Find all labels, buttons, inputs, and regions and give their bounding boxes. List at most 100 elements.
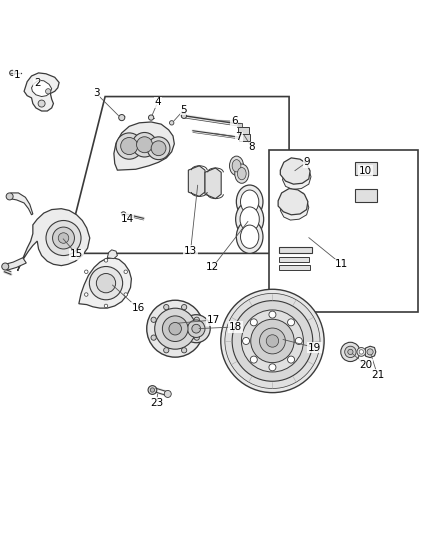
Circle shape [46,88,51,94]
Polygon shape [364,346,376,358]
Circle shape [162,316,188,342]
Text: 19: 19 [308,343,321,352]
Circle shape [357,348,366,356]
Circle shape [241,310,304,372]
Circle shape [148,386,157,394]
Text: 21: 21 [371,370,384,380]
Circle shape [269,364,276,371]
Ellipse shape [237,167,246,180]
Circle shape [124,270,127,273]
Circle shape [170,120,174,125]
Polygon shape [24,73,59,111]
Circle shape [359,350,364,354]
Ellipse shape [240,190,259,213]
Circle shape [232,301,313,381]
Polygon shape [188,166,205,197]
Text: 12: 12 [206,262,219,272]
Circle shape [181,113,187,118]
Circle shape [259,328,285,354]
Text: 14: 14 [120,214,134,224]
Circle shape [85,270,88,273]
Circle shape [121,212,126,216]
Text: 6: 6 [231,116,238,126]
Circle shape [181,304,187,310]
Circle shape [104,259,108,262]
Bar [355,162,377,174]
Text: 17: 17 [207,315,220,325]
Bar [279,257,309,262]
Polygon shape [4,258,26,270]
Circle shape [104,304,108,308]
Circle shape [58,233,69,243]
Circle shape [187,320,205,337]
Circle shape [251,319,294,362]
Text: 20: 20 [359,360,372,370]
Circle shape [46,221,81,255]
Circle shape [341,342,360,361]
Ellipse shape [240,225,259,248]
Text: 13: 13 [184,246,197,256]
Text: 2: 2 [34,78,41,88]
Polygon shape [114,122,174,170]
Circle shape [288,356,295,363]
Circle shape [6,193,13,200]
Bar [279,265,310,270]
Circle shape [38,100,45,107]
Circle shape [182,314,210,343]
Text: 7: 7 [235,132,242,142]
Text: 23: 23 [150,398,163,408]
Polygon shape [32,80,52,96]
Polygon shape [79,258,131,308]
Circle shape [367,349,373,355]
Ellipse shape [232,159,241,172]
Bar [239,134,250,141]
Circle shape [120,138,138,155]
Circle shape [348,349,353,354]
Circle shape [164,348,169,353]
Text: 18: 18 [229,322,242,332]
Polygon shape [18,209,90,271]
Text: 10: 10 [359,166,372,176]
Circle shape [192,324,201,333]
Ellipse shape [237,220,263,253]
Bar [279,247,312,253]
Ellipse shape [237,185,263,219]
Circle shape [155,308,196,349]
Ellipse shape [236,201,264,237]
Circle shape [151,335,156,340]
Circle shape [288,319,295,326]
Circle shape [116,133,142,159]
Circle shape [151,317,156,322]
Circle shape [124,293,127,296]
Circle shape [194,317,199,322]
Circle shape [345,346,356,358]
Circle shape [148,115,154,120]
Circle shape [164,391,171,398]
Bar [237,123,242,127]
Circle shape [266,335,279,347]
Circle shape [10,70,15,76]
Circle shape [132,133,157,157]
Polygon shape [280,158,310,184]
Text: 9: 9 [303,157,310,167]
Circle shape [119,115,125,120]
Circle shape [164,304,169,310]
Text: 15: 15 [70,249,83,259]
Text: 11: 11 [335,260,348,269]
Text: 16: 16 [131,303,145,313]
Bar [269,150,418,312]
Circle shape [181,348,187,353]
Circle shape [147,300,204,357]
Circle shape [221,289,324,393]
Text: 8: 8 [248,142,255,152]
Circle shape [147,137,170,159]
Circle shape [194,335,199,340]
Circle shape [137,137,152,153]
Circle shape [250,356,257,363]
Text: 3: 3 [93,88,100,99]
Text: 5: 5 [180,104,187,115]
Circle shape [85,293,88,296]
Circle shape [96,273,116,293]
Circle shape [169,322,181,335]
Text: 4: 4 [154,97,161,107]
